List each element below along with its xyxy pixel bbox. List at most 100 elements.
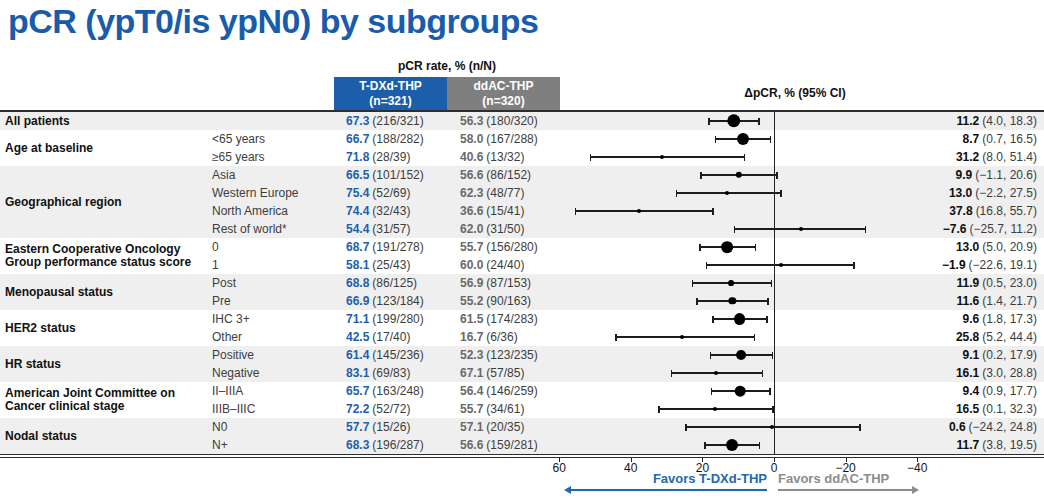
- ddac-pct: 57.1: [460, 420, 483, 434]
- favors-tdxd-label: Favors T-DXd-THP: [560, 471, 767, 486]
- axis-tick-label: −20: [824, 461, 868, 475]
- ddac-pct: 56.6: [460, 438, 483, 452]
- point-estimate-marker: [729, 297, 736, 304]
- ci-cap: [710, 352, 712, 359]
- ddac-fraction: (167/288): [486, 132, 537, 146]
- ddac-fraction: (34/61): [486, 402, 524, 416]
- ci-cap: [780, 190, 782, 197]
- ci-line: [590, 156, 745, 158]
- ci-cap: [708, 118, 710, 125]
- delta-ci: (0.2, 17.9): [982, 348, 1037, 362]
- ddac-pct: 40.6: [460, 150, 483, 164]
- ci-cap: [615, 334, 617, 341]
- table-row: Positive61.4(145/236)52.3(123/235)9.1(0.…: [0, 346, 1044, 364]
- delta-value: 9.6(1.8, 17.3): [963, 310, 1037, 328]
- tdxd-pct: 75.4: [346, 186, 369, 200]
- point-estimate-marker: [735, 172, 741, 178]
- tdxd-fraction: (196/287): [372, 438, 423, 452]
- delta-estimate: 25.8: [956, 330, 979, 344]
- delta-ci: (1.4, 21.7): [982, 294, 1037, 308]
- ddac-pct: 67.1: [460, 366, 483, 380]
- delta-ci: (−2.2, 27.5): [975, 186, 1037, 200]
- point-estimate-marker: [735, 386, 746, 397]
- ddac-pct: 62.0: [460, 222, 483, 236]
- axis-tick-label: 60: [537, 461, 581, 475]
- ddac-value: 60.0(24/40): [460, 256, 524, 274]
- table-row: IIIB–IIIC72.2(52/72)55.7(34/61)16.5(0.1,…: [0, 400, 1044, 418]
- tdxd-pct: 83.1: [346, 366, 369, 380]
- ddac-value: 56.4(146/259): [460, 382, 538, 400]
- ddac-fraction: (48/77): [486, 186, 524, 200]
- ddac-value: 16.7(6/36): [460, 328, 518, 346]
- table-row: Pre66.9(123/184)55.2(90/163)11.6(1.4, 21…: [0, 292, 1044, 310]
- delta-ci: (3.0, 28.8): [982, 366, 1037, 380]
- table-row: N+68.3(196/287)56.6(159/281)11.7(3.8, 19…: [0, 436, 1044, 454]
- subgroup-level-label: 1: [212, 256, 219, 274]
- table-row: North America74.4(32/43)36.6(15/41)37.8(…: [0, 202, 1044, 220]
- ddac-value: 57.1(20/35): [460, 418, 524, 436]
- table-row: Western Europe75.4(52/69)62.3(48/77)13.0…: [0, 184, 1044, 202]
- point-estimate-marker: [722, 241, 734, 253]
- delta-value: 11.7(3.8, 19.5): [957, 436, 1037, 454]
- ddac-value: 56.9(87/153): [460, 274, 531, 292]
- delta-value: 11.6(1.4, 21.7): [957, 292, 1037, 310]
- ddac-value: 67.1(57/85): [460, 364, 524, 382]
- delta-estimate: 9.9: [956, 168, 973, 182]
- tdxd-fraction: (145/236): [372, 348, 423, 362]
- table-row: II–IIIA65.7(163/248)56.4(146/259)9.4(0.9…: [0, 382, 1044, 400]
- delta-value: −7.6(−25.7, 11.2): [943, 220, 1037, 238]
- delta-value: 31.2(8.0, 51.4): [956, 148, 1037, 166]
- ddac-value: 62.3(48/77): [460, 184, 524, 202]
- delta-estimate: −7.6: [943, 222, 967, 236]
- ci-cap: [658, 406, 660, 413]
- subgroup-level-label: Other: [212, 328, 242, 346]
- tdxd-pct: 68.8: [346, 276, 369, 290]
- ddac-fraction: (180/320): [486, 114, 537, 128]
- ddac-value: 61.5(174/283): [460, 310, 538, 328]
- delta-estimate: 8.7: [963, 132, 980, 146]
- subgroup-level-label: Western Europe: [212, 184, 299, 202]
- tdxd-fraction: (188/282): [372, 132, 423, 146]
- tdxd-pct: 57.7: [346, 420, 369, 434]
- tdxd-pct: 54.4: [346, 222, 369, 236]
- tdxd-fraction: (86/125): [372, 276, 417, 290]
- point-estimate-marker: [779, 263, 783, 267]
- tdxd-value: 54.4(31/57): [346, 220, 410, 238]
- tdxd-value: 72.2(52/72): [346, 400, 410, 418]
- subgroup-level-label: IIIB–IIIC: [212, 400, 255, 418]
- tdxd-pct: 58.1: [346, 258, 369, 272]
- table-row: Asia66.5(101/152)56.6(86/152)9.9(−1.1, 2…: [0, 166, 1044, 184]
- ddac-pct: 55.2: [460, 294, 483, 308]
- table-row: IHC 3+71.1(199/280)61.5(174/283)9.6(1.8,…: [0, 310, 1044, 328]
- axis-tick-label: −40: [895, 461, 939, 475]
- ddac-fraction: (90/163): [486, 294, 531, 308]
- ci-cap: [766, 316, 768, 323]
- point-estimate-marker: [713, 407, 717, 411]
- ddac-pct: 56.3: [460, 114, 483, 128]
- ddac-value: 58.0(167/288): [460, 130, 538, 148]
- tdxd-fraction: (199/280): [372, 312, 423, 326]
- ddac-fraction: (159/281): [486, 438, 537, 452]
- ci-line: [615, 336, 755, 338]
- ci-cap: [762, 370, 764, 377]
- delta-value: 13.0(−2.2, 27.5): [949, 184, 1037, 202]
- favors-left-arrowhead-icon: [564, 486, 571, 494]
- tdxd-fraction: (52/72): [372, 402, 410, 416]
- table-row: Negative83.1(69/83)67.1(57/85)16.1(3.0, …: [0, 364, 1044, 382]
- delta-estimate: 31.2: [956, 150, 979, 164]
- delta-ci: (16.8, 55.7): [976, 204, 1037, 218]
- ci-cap: [671, 370, 673, 377]
- ddac-fraction: (86/152): [486, 168, 531, 182]
- point-estimate-marker: [726, 439, 738, 451]
- zero-reference-line: [774, 112, 775, 454]
- tdxd-value: 61.4(145/236): [346, 346, 424, 364]
- tdxd-fraction: (25/43): [372, 258, 410, 272]
- ci-cap: [685, 424, 687, 431]
- tdxd-fraction: (15/26): [372, 420, 410, 434]
- delta-value: 25.8(5.2, 44.4): [956, 328, 1037, 346]
- ddac-value: 56.3(180/320): [460, 112, 538, 130]
- tdxd-fraction: (69/83): [372, 366, 410, 380]
- axis-tick-label: 40: [609, 461, 653, 475]
- ddac-pct: 36.6: [460, 204, 483, 218]
- subgroup-block: Nodal statusN057.7(15/26)57.1(20/35)0.6(…: [0, 418, 1044, 454]
